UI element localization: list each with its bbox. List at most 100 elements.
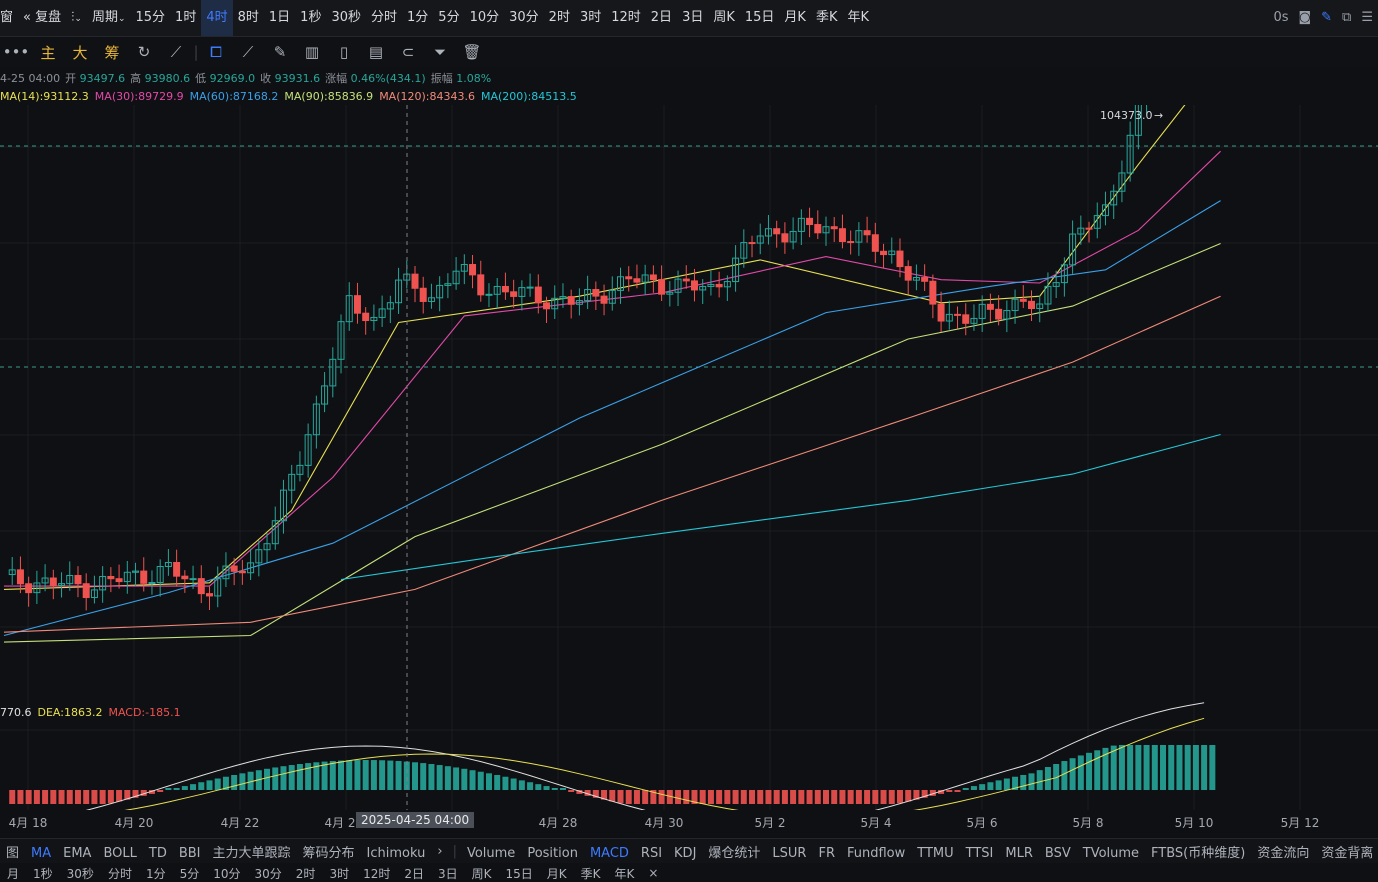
chart-type-button[interactable]: ⫶⌄	[66, 0, 87, 37]
ruler-icon[interactable]: ⟋	[170, 43, 182, 61]
bottom-interval-10分[interactable]: 10分	[213, 866, 241, 881]
bottom-interval-季K[interactable]: 季K	[580, 866, 601, 881]
interval-30秒[interactable]: 30秒	[331, 10, 361, 25]
pen-icon[interactable]: ✎	[1321, 10, 1333, 25]
main-indicator-MA[interactable]: MA	[31, 845, 52, 861]
interval-月K[interactable]: 月K	[784, 10, 806, 25]
sub-indicator-LSUR[interactable]: LSUR	[772, 845, 807, 861]
trash-icon[interactable]: 🗑	[462, 43, 482, 61]
bottom-interval-30分[interactable]: 30分	[254, 866, 282, 881]
bottom-interval-月[interactable]: 月	[7, 866, 20, 881]
main-indicator-Ichimoku[interactable]: Ichimoku	[366, 845, 426, 861]
sub-indicator-资金流向[interactable]: 资金流向	[1257, 845, 1310, 861]
interval-8时[interactable]: 8时	[237, 10, 259, 25]
interval-1时[interactable]: 1时	[175, 10, 197, 25]
sub-indicator-资金背离[interactable]: 资金背离	[1321, 845, 1374, 861]
main-indicator-EMA[interactable]: EMA	[63, 845, 92, 861]
main-indicator-筹码分布[interactable]: 筹码分布	[302, 845, 355, 861]
interval-季K[interactable]: 季K	[815, 10, 838, 25]
refresh-icon[interactable]: ↻	[137, 43, 151, 61]
bottom-interval-年K[interactable]: 年K	[614, 866, 635, 881]
sub-indicator-KDJ[interactable]: KDJ	[674, 845, 697, 861]
close-icon[interactable]: ×	[648, 866, 659, 880]
more-icon[interactable]: •••	[2, 43, 30, 61]
sub-indicator-MLR[interactable]: MLR	[1005, 845, 1033, 861]
interval-5分[interactable]: 5分	[438, 10, 460, 25]
sub-indicator-Position[interactable]: Position	[527, 845, 578, 861]
interval-1分[interactable]: 1分	[407, 10, 429, 25]
interval-年K[interactable]: 年K	[847, 10, 870, 25]
main-indicator-TD[interactable]: TD	[148, 845, 167, 861]
interval-15分[interactable]: 15分	[135, 10, 166, 25]
bottom-interval-1分[interactable]: 1分	[145, 866, 166, 881]
bottom-interval-3时[interactable]: 3时	[329, 866, 350, 881]
sub-indicator-BSV[interactable]: BSV	[1044, 845, 1071, 861]
interval-3时[interactable]: 3时	[579, 10, 602, 25]
bottom-interval-分时[interactable]: 分时	[107, 866, 132, 881]
interval-12时[interactable]: 12时	[611, 10, 641, 25]
magnet-icon[interactable]: ⊂	[401, 43, 415, 61]
bottom-interval-15日[interactable]: 15日	[505, 866, 533, 881]
interval-15日[interactable]: 15日	[744, 10, 775, 25]
interval-10分[interactable]: 10分	[469, 10, 500, 25]
sub-indicator-FTBS(币种维度)[interactable]: FTBS(币种维度)	[1151, 845, 1246, 861]
main-indicator-主力大单跟踪[interactable]: 主力大单跟踪	[212, 845, 291, 861]
note-icon[interactable]: ▤	[368, 43, 384, 61]
bars-icon[interactable]: ▥	[304, 43, 320, 61]
macd-bar	[658, 790, 665, 804]
interval-1日[interactable]: 1日	[268, 10, 291, 25]
bottom-interval-5分[interactable]: 5分	[179, 866, 200, 881]
bottom-interval-月K[interactable]: 月K	[546, 866, 567, 881]
sub-indicator-爆仓统计[interactable]: 爆仓统计	[708, 845, 761, 861]
sub-indicator-Volume[interactable]: Volume	[466, 845, 516, 861]
bottom-interval-3日[interactable]: 3日	[438, 866, 458, 881]
sub-indicator-TVolume[interactable]: TVolume	[1082, 845, 1140, 861]
interval-2日[interactable]: 2日	[650, 10, 673, 25]
menu-icon[interactable]: ☰	[1361, 10, 1373, 25]
macd-bar	[107, 790, 114, 804]
interval-4时[interactable]: 4时	[201, 0, 233, 36]
interval-30分[interactable]: 30分	[509, 10, 539, 25]
interval-周K[interactable]: 周K	[713, 10, 735, 25]
sub-indicator-TTMU[interactable]: TTMU	[917, 845, 954, 861]
filter-icon[interactable]: ⏷	[433, 43, 446, 61]
main-tool-button[interactable]: 主	[40, 43, 56, 62]
bottom-interval-12时[interactable]: 12时	[363, 866, 391, 881]
window-button[interactable]: 窗	[0, 10, 14, 25]
candle	[247, 548, 255, 580]
macd-bar	[1094, 750, 1101, 790]
camera-icon[interactable]: ◙	[1298, 10, 1312, 25]
bottom-interval-2时[interactable]: 2时	[295, 866, 316, 881]
sub-indicator-FR[interactable]: FR	[818, 845, 835, 861]
bottom-interval-2日[interactable]: 2日	[404, 866, 424, 881]
main-indicator-BBI[interactable]: BBI	[178, 845, 201, 861]
macd-bar	[313, 762, 320, 790]
sub-indicator-MACD[interactable]: MACD	[589, 845, 629, 861]
price-chart[interactable]: 104373.0 →	[0, 105, 1378, 810]
sub-indicator-RSI[interactable]: RSI	[640, 845, 663, 861]
brush-icon[interactable]: ✎	[273, 43, 287, 61]
sub-indicator-Fundflow[interactable]: Fundflow	[846, 845, 906, 861]
candle	[1110, 184, 1118, 220]
chips-tool-button[interactable]: 筹	[104, 43, 120, 62]
period-dropdown[interactable]: 周期⌄	[87, 0, 131, 37]
sub-indicator-TTSI[interactable]: TTSI	[965, 845, 994, 861]
bottom-interval-30秒[interactable]: 30秒	[66, 866, 94, 881]
interval-分时[interactable]: 分时	[371, 10, 398, 25]
replay-button[interactable]: « 复盘	[18, 0, 66, 36]
bottom-interval-周K[interactable]: 周K	[471, 866, 492, 881]
copy-icon[interactable]: ⧠	[209, 43, 222, 61]
macd-bar	[1110, 745, 1117, 790]
line-tool-icon[interactable]: ⟋	[242, 43, 254, 61]
chevron-right-icon[interactable]: ›	[437, 843, 443, 859]
macd-bar	[66, 790, 73, 804]
interval-3日[interactable]: 3日	[682, 10, 704, 25]
expand-icon[interactable]: ⧉	[1342, 10, 1352, 25]
main-indicator-图[interactable]: 图	[6, 845, 20, 861]
big-order-tool-button[interactable]: 大	[72, 43, 88, 62]
battery-icon[interactable]: ▯	[339, 43, 349, 61]
interval-2时[interactable]: 2时	[548, 10, 570, 25]
interval-1秒[interactable]: 1秒	[300, 10, 322, 25]
bottom-interval-1秒[interactable]: 1秒	[33, 866, 53, 881]
main-indicator-BOLL[interactable]: BOLL	[103, 845, 137, 861]
